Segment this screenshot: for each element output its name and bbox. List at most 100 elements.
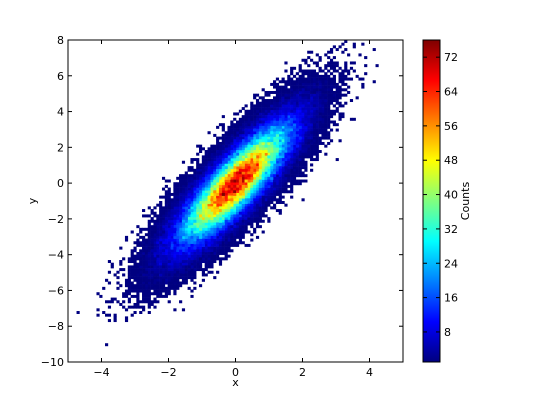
histogram-bin (170, 225, 174, 229)
histogram-bin (327, 112, 331, 116)
histogram-bin (201, 163, 205, 167)
histogram-bin (324, 115, 328, 119)
histogram-bin (153, 260, 157, 264)
histogram-bin (204, 171, 208, 175)
histogram-bin (210, 211, 214, 215)
histogram-bin (298, 147, 302, 151)
histogram-bin (233, 233, 237, 237)
histogram-bin (253, 152, 257, 156)
histogram-bin (284, 139, 288, 143)
histogram-bin (144, 233, 149, 237)
histogram-bin (290, 125, 294, 129)
histogram-bin (312, 74, 317, 78)
histogram-bin (327, 96, 331, 100)
histogram-bin (187, 176, 191, 180)
histogram-bin (124, 284, 129, 288)
histogram-bin (281, 96, 285, 100)
histogram-bin (207, 184, 211, 188)
histogram-bin (216, 219, 220, 223)
histogram-bin (193, 217, 197, 221)
histogram-bin (347, 72, 351, 76)
histogram-bin (287, 150, 291, 153)
histogram-bin (310, 163, 314, 167)
histogram-bin (236, 219, 240, 223)
histogram-bin (224, 201, 228, 204)
histogram-bin (105, 300, 109, 304)
histogram-bin (267, 219, 271, 223)
histogram-bin (159, 222, 163, 226)
histogram-bin (267, 115, 271, 119)
histogram-bin (290, 123, 294, 127)
histogram-bin (287, 136, 291, 140)
histogram-bin (267, 182, 271, 186)
histogram-bin (264, 150, 268, 153)
histogram-bin (247, 179, 251, 183)
histogram-bin (170, 270, 174, 274)
histogram-bin (273, 82, 277, 86)
histogram-bin (344, 66, 348, 70)
histogram-bin (221, 249, 225, 253)
histogram-bin (156, 300, 160, 304)
histogram-bin (284, 190, 288, 194)
histogram-bin (273, 125, 277, 129)
histogram-bin (196, 268, 200, 272)
histogram-bin (255, 144, 260, 148)
histogram-bin (329, 66, 334, 70)
histogram-bin (221, 233, 225, 237)
histogram-bin (258, 104, 262, 108)
histogram-bin (190, 238, 194, 242)
histogram-bin (144, 292, 149, 296)
histogram-bin (193, 214, 197, 218)
histogram-bin (190, 233, 194, 237)
histogram-bin (250, 117, 254, 121)
histogram-bin (204, 209, 208, 213)
histogram-bin (156, 260, 160, 264)
histogram-bin (161, 281, 166, 285)
histogram-bin (349, 66, 354, 70)
histogram-bin (273, 120, 277, 124)
histogram-bin (193, 276, 197, 280)
histogram-bin (181, 176, 186, 180)
histogram-bin (204, 160, 208, 164)
histogram-bin (327, 50, 331, 54)
histogram-bin (224, 217, 228, 221)
histogram-bin (275, 133, 280, 137)
histogram-bin (281, 179, 285, 183)
histogram-bin (130, 281, 134, 285)
histogram-bin (201, 251, 205, 255)
histogram-bin (227, 139, 231, 143)
histogram-bin (150, 235, 154, 239)
histogram-bin (221, 168, 225, 172)
histogram-bin (270, 112, 274, 116)
histogram-bin (210, 190, 214, 194)
histogram-bin (187, 217, 191, 221)
histogram-bin (207, 246, 211, 250)
histogram-bin (204, 214, 208, 218)
histogram-bin (122, 273, 126, 277)
histogram-bin (184, 182, 188, 186)
histogram-bin (258, 107, 262, 111)
histogram-bin (253, 109, 257, 113)
histogram-bin (196, 217, 200, 221)
histogram-bin (255, 201, 260, 204)
histogram-bin (307, 56, 311, 60)
histogram-bin (150, 241, 154, 245)
histogram-bin (218, 222, 223, 226)
histogram-bin (324, 74, 328, 78)
histogram-bin (213, 238, 217, 242)
histogram-bin (150, 243, 154, 247)
histogram-bin (233, 222, 237, 226)
histogram-bin (292, 152, 297, 156)
histogram-bin (210, 195, 214, 199)
histogram-bin (338, 85, 342, 89)
histogram-bin (130, 313, 134, 317)
histogram-bin (147, 265, 151, 269)
histogram-bin (136, 225, 140, 229)
histogram-bin (227, 241, 231, 245)
histogram-bin (236, 214, 240, 218)
histogram-bin (321, 120, 325, 124)
histogram-bin (236, 201, 240, 204)
histogram-bin (170, 217, 174, 221)
histogram-bin (161, 286, 166, 290)
histogram-bin (190, 227, 194, 231)
